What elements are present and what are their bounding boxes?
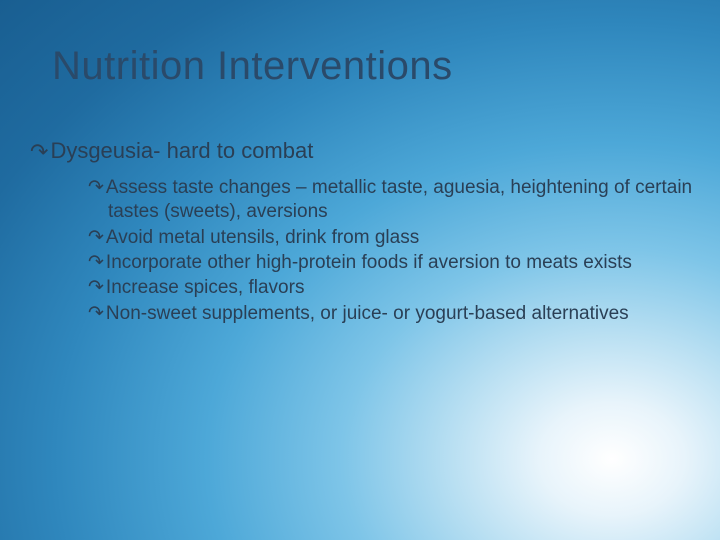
sub-bullet-text: Avoid metal utensils, drink from glass [106, 227, 419, 248]
bullet-arrow-icon: ↷ [88, 227, 104, 248]
main-bullet: ↷Dysgeusia- hard to combat [30, 138, 313, 165]
bullet-arrow-icon: ↷ [88, 177, 104, 198]
bullet-arrow-icon: ↷ [88, 277, 104, 298]
sub-bullet-item: ↷Increase spices, flavors [88, 276, 696, 300]
sub-bullet-list: ↷Assess taste changes – metallic taste, … [88, 176, 696, 327]
sub-bullet-item: ↷Avoid metal utensils, drink from glass [88, 226, 696, 250]
bullet-arrow-icon: ↷ [88, 303, 104, 324]
bullet-arrow-icon: ↷ [30, 139, 48, 165]
bullet-arrow-icon: ↷ [88, 252, 104, 273]
slide-background: Nutrition Interventions ↷Dysgeusia- hard… [0, 0, 720, 540]
sub-bullet-item: ↷Incorporate other high-protein foods if… [88, 251, 696, 275]
slide-title: Nutrition Interventions [52, 44, 453, 89]
sub-bullet-text: Non-sweet supplements, or juice- or yogu… [106, 303, 629, 324]
sub-bullet-text: Assess taste changes – metallic taste, a… [106, 177, 692, 222]
sub-bullet-item: ↷Non-sweet supplements, or juice- or yog… [88, 302, 696, 326]
sub-bullet-text: Incorporate other high-protein foods if … [106, 252, 632, 273]
main-bullet-text: Dysgeusia- hard to combat [50, 138, 313, 163]
sub-bullet-text: Increase spices, flavors [106, 277, 305, 298]
sub-bullet-item: ↷Assess taste changes – metallic taste, … [88, 176, 696, 225]
